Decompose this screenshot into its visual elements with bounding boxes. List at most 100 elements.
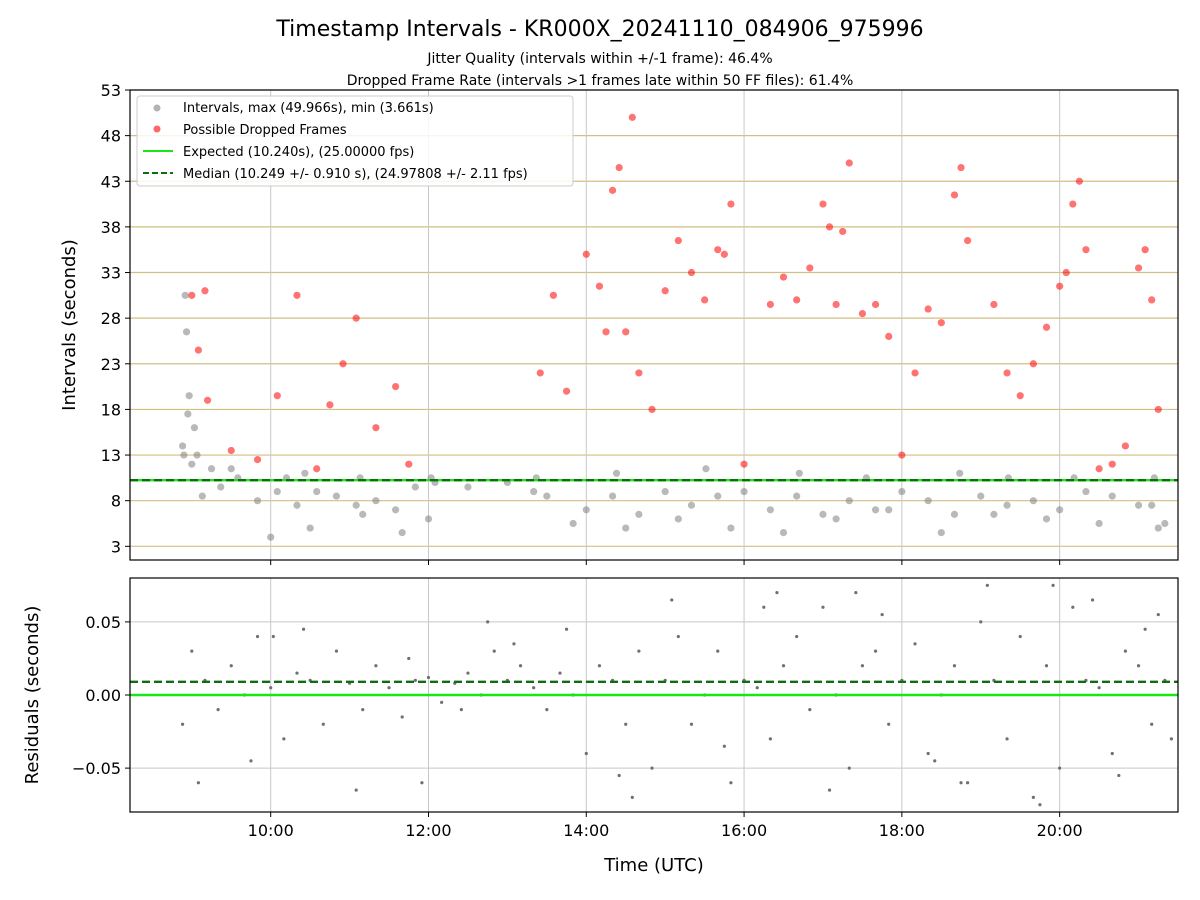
interval-point: [332, 492, 341, 500]
interval-point: [714, 492, 722, 500]
residual-point: [959, 781, 963, 785]
interval-point: [207, 465, 216, 473]
residual-point: [926, 751, 930, 756]
residual-point: [775, 591, 779, 595]
interval-point: [193, 451, 201, 459]
residual-point: [781, 664, 786, 668]
interval-point: [227, 465, 235, 473]
interval-point: [530, 487, 538, 496]
interval-point: [306, 524, 314, 532]
interval-point: [293, 501, 301, 509]
interval-point: [702, 465, 710, 473]
interval-point: [184, 410, 192, 418]
intervals-y-tick-label: 48: [101, 127, 121, 146]
residual-point: [762, 605, 766, 609]
residual-point: [1044, 664, 1049, 668]
dropped-frame-point: [779, 273, 788, 281]
dropped-frame-point: [293, 291, 301, 299]
interval-point: [313, 487, 321, 496]
residuals-y-tick-label: −0.05: [72, 759, 121, 778]
interval-point: [217, 483, 225, 491]
residual-point: [564, 627, 569, 631]
residual-point: [413, 678, 417, 682]
dropped-frame-point: [635, 369, 643, 377]
dropped-frame-point: [720, 250, 728, 258]
residual-point: [387, 686, 391, 690]
interval-point: [622, 524, 630, 532]
residual-point: [400, 715, 404, 719]
residuals-y-tick-label: 0.00: [85, 686, 121, 705]
residual-point: [301, 627, 306, 631]
intervals-x-tick-marks: [270, 560, 1061, 565]
interval-point: [180, 451, 188, 459]
dropped-frame-point: [1062, 268, 1070, 277]
dropped-frame-point: [701, 296, 709, 304]
interval-point: [253, 497, 262, 505]
residual-point: [670, 598, 674, 602]
dropped-frame-point: [898, 451, 906, 459]
dropped-frame-point: [871, 300, 880, 309]
dropped-frame-point: [622, 328, 630, 336]
interval-point: [977, 492, 985, 500]
interval-point: [190, 424, 199, 432]
residual-point: [637, 649, 641, 653]
residual-point: [755, 686, 759, 690]
residual-point: [321, 722, 325, 726]
dropped-frame-point: [1108, 460, 1116, 468]
interval-point: [674, 515, 682, 523]
dropped-frame-point: [549, 291, 558, 299]
dropped-frame-point: [674, 236, 682, 245]
residual-point: [1097, 686, 1101, 690]
dropped-frame-point: [839, 227, 847, 236]
dropped-frame-point: [845, 159, 853, 167]
dropped-frame-point: [253, 456, 262, 464]
legend-dropped-marker: [153, 125, 161, 133]
legend-median-label: Median (10.249 +/- 0.910 s), (24.97808 +…: [183, 167, 528, 182]
residual-point: [676, 634, 680, 639]
residuals-reference-lines: [130, 680, 1178, 697]
residual-point: [1038, 803, 1042, 807]
residual-point: [1143, 627, 1147, 631]
legend-intervals-marker: [153, 104, 161, 112]
dropped-frame-point: [648, 405, 656, 414]
dropped-frame-point: [313, 465, 321, 473]
interval-point: [1003, 501, 1011, 509]
dropped-frame-point: [595, 282, 604, 290]
dropped-frame-point: [405, 460, 413, 468]
dropped-frame-point: [766, 300, 774, 309]
interval-point: [727, 524, 735, 532]
interval-point: [411, 483, 419, 491]
residual-point: [1123, 649, 1128, 653]
interval-point: [392, 506, 400, 514]
residual-point: [1071, 605, 1075, 609]
interval-point: [990, 510, 998, 518]
residual-point: [354, 788, 358, 792]
residual-point: [255, 634, 260, 639]
dropped-frame-point: [957, 163, 965, 172]
residual-point: [440, 700, 444, 704]
residual-point: [420, 781, 424, 785]
residuals-y-axis-label: Residuals (seconds): [22, 606, 43, 785]
chart-title: Timestamp Intervals - KR000X_20241110_08…: [275, 17, 923, 42]
x-tick-label: 18:00: [879, 821, 925, 840]
dropped-frame-point: [536, 369, 544, 377]
chart-subtitle-jitter: Jitter Quality (intervals within +/-1 fr…: [426, 51, 772, 67]
interval-point: [924, 497, 932, 505]
dropped-frame-point: [203, 396, 212, 404]
residual-point: [722, 744, 726, 748]
dropped-frame-point: [832, 300, 840, 309]
residual-point: [827, 788, 832, 792]
intervals-y-tick-label: 8: [111, 492, 121, 511]
interval-point: [273, 487, 281, 496]
residual-point: [1058, 766, 1062, 770]
interval-point: [766, 506, 774, 514]
residual-point: [361, 708, 365, 712]
residual-point: [689, 722, 694, 726]
dropped-frame-point: [885, 332, 893, 341]
interval-point: [569, 519, 577, 528]
interval-point: [779, 529, 788, 537]
residual-point: [821, 605, 825, 609]
interval-point: [871, 506, 880, 514]
